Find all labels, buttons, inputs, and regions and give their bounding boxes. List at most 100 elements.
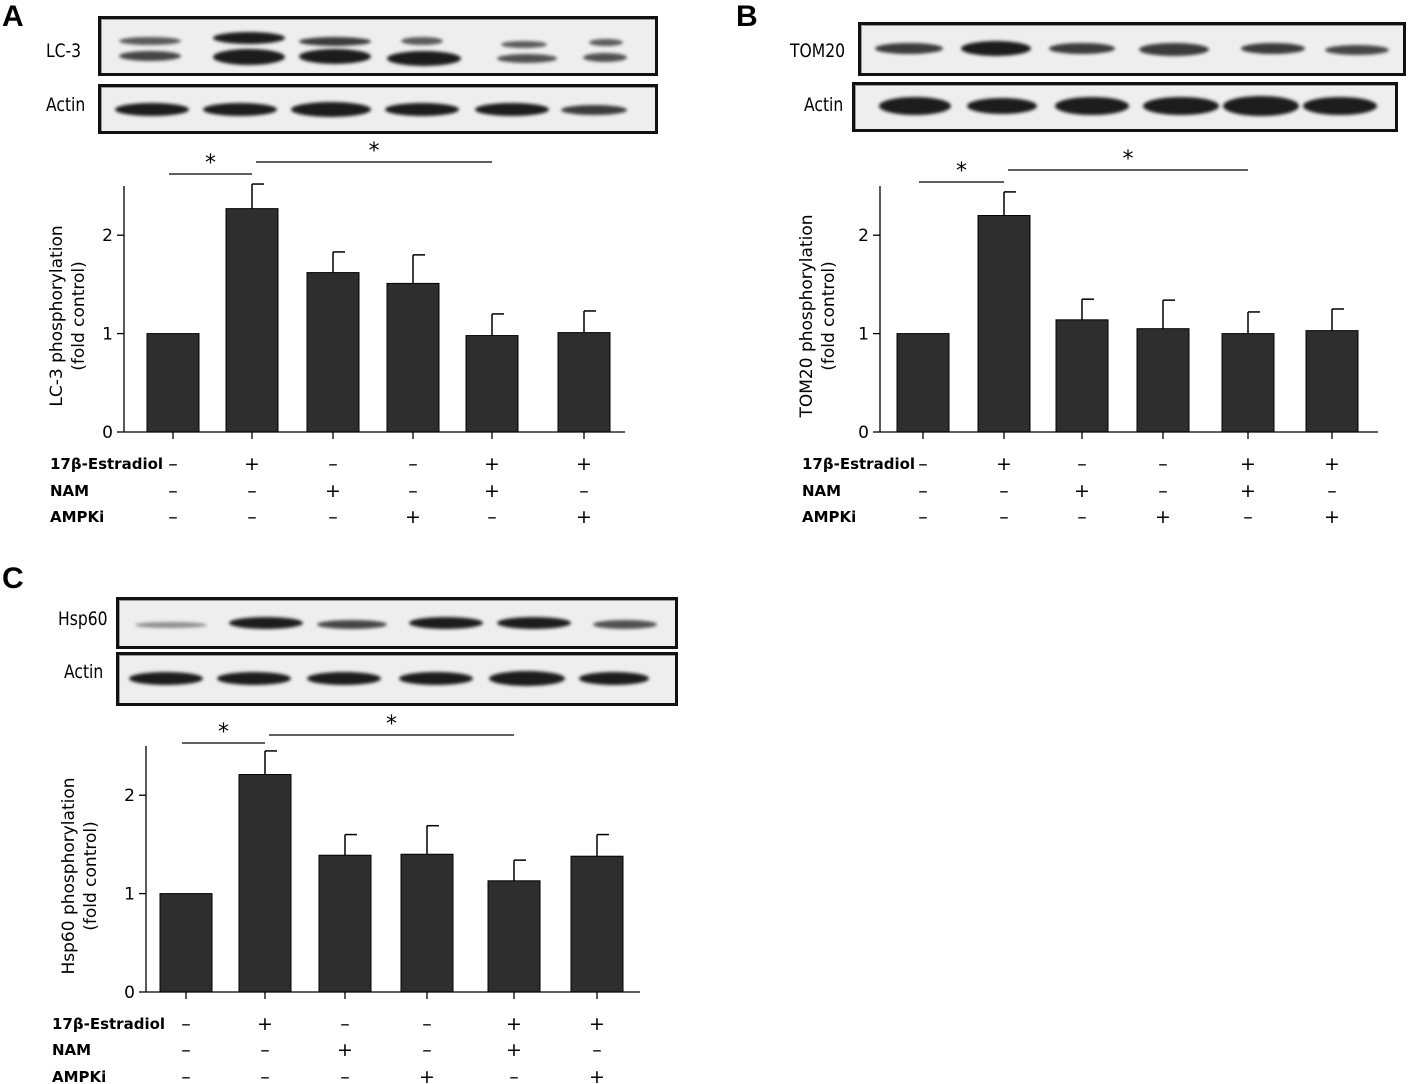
blot-band [203,103,277,116]
blot-band [579,672,649,685]
blot-label-lc3: LC-3 [46,40,82,62]
blot-band [213,49,285,65]
treatment-sign: – [340,1066,350,1084]
bar [1136,328,1190,433]
western-blot-actin-c [116,652,678,706]
treatment-sign: + [589,1013,605,1035]
blot-band [387,51,461,66]
treatment-sign: – [181,1066,191,1084]
treatment-sign: + [484,480,500,502]
blot-band [1325,45,1389,55]
treatment-sign: – [1077,506,1087,528]
y-tick-label: 1 [858,325,869,345]
blot-band [119,51,181,61]
bar [146,333,200,433]
blot-band [561,105,627,115]
significance-star: * [1123,147,1134,172]
bar [557,332,611,433]
treatment-sign: – [168,506,178,528]
blot-band [135,622,207,628]
bar [896,333,950,433]
blot-band [1223,96,1299,116]
blot-band [497,54,557,63]
blot-label-actin-a: Actin [46,94,86,116]
treatment-sign: + [506,1039,522,1061]
treatment-sign: – [918,480,928,502]
significance-star: * [218,720,229,745]
bar [159,893,213,993]
treatment-sign: + [1074,480,1090,502]
treatment-sign: – [999,506,1009,528]
treatment-sign: – [918,506,928,528]
blot-band [401,37,443,45]
y-axis-label: TOM20 phosphorylation [797,214,817,418]
panel-letter-b: B [736,0,758,33]
treatment-sign: + [1240,453,1256,475]
blot-band [299,37,371,46]
treatment-label: AMPKi [802,508,856,526]
bar [1055,319,1109,433]
blot-band [307,672,381,685]
treatment-sign: + [576,506,592,528]
y-axis-label: (fold control) [819,261,839,371]
treatment-sign: + [1324,506,1340,528]
treatment-sign: – [340,1013,350,1035]
treatment-sign: + [576,453,592,475]
treatment-sign: – [168,480,178,502]
treatment-sign: + [337,1039,353,1061]
y-tick-label: 2 [858,226,869,246]
bar [306,272,360,433]
treatment-sign: – [422,1039,432,1061]
blot-label-actin-c: Actin [64,661,104,683]
treatment-sign: – [509,1066,519,1084]
blot-band [229,617,303,629]
treatment-sign: – [260,1066,270,1084]
treatment-sign: – [260,1039,270,1061]
bar [238,774,292,993]
y-axis-label: LC-3 phosphorylation [47,225,67,406]
western-blot-actin-a [98,84,658,134]
bar [1221,333,1275,433]
blot-band [399,672,473,685]
blot-band [385,103,459,116]
treatment-sign: – [247,480,257,502]
blot-band [583,53,627,62]
treatment-label: AMPKi [50,508,104,526]
treatment-sign: – [247,506,257,528]
treatment-sign: – [1243,506,1253,528]
bar [570,855,624,993]
significance-star: * [386,712,397,737]
bar [225,208,279,433]
y-tick-label: 2 [102,226,113,246]
blot-label-actin-b: Actin [804,94,844,116]
blot-band [409,617,483,629]
treatment-sign: + [589,1066,605,1084]
treatment-sign: – [592,1039,602,1061]
treatment-sign: – [181,1013,191,1035]
bar [1305,330,1359,433]
blot-band [497,617,571,629]
treatment-label: 17β-Estradiol [50,455,163,473]
treatment-sign: – [1158,453,1168,475]
y-tick-label: 0 [858,423,869,443]
treatment-label: NAM [802,482,841,500]
treatment-sign: – [1327,480,1337,502]
blot-band [291,102,371,117]
treatment-sign: + [1240,480,1256,502]
blot-band [589,39,623,46]
blot-label-tom20: TOM20 [790,40,846,62]
blot-band [1139,43,1209,56]
y-axis-label: (fold control) [81,821,101,931]
treatment-sign: + [1324,453,1340,475]
significance-star: * [956,159,967,184]
blot-band [119,37,181,45]
treatment-sign: – [328,453,338,475]
treatment-label: AMPKi [52,1068,106,1084]
blot-band [961,41,1031,56]
bar [487,880,541,993]
blot-band [1055,97,1129,115]
y-tick-label: 0 [102,423,113,443]
treatment-sign: – [487,506,497,528]
blot-band [1241,43,1305,54]
blot-band [317,620,387,629]
